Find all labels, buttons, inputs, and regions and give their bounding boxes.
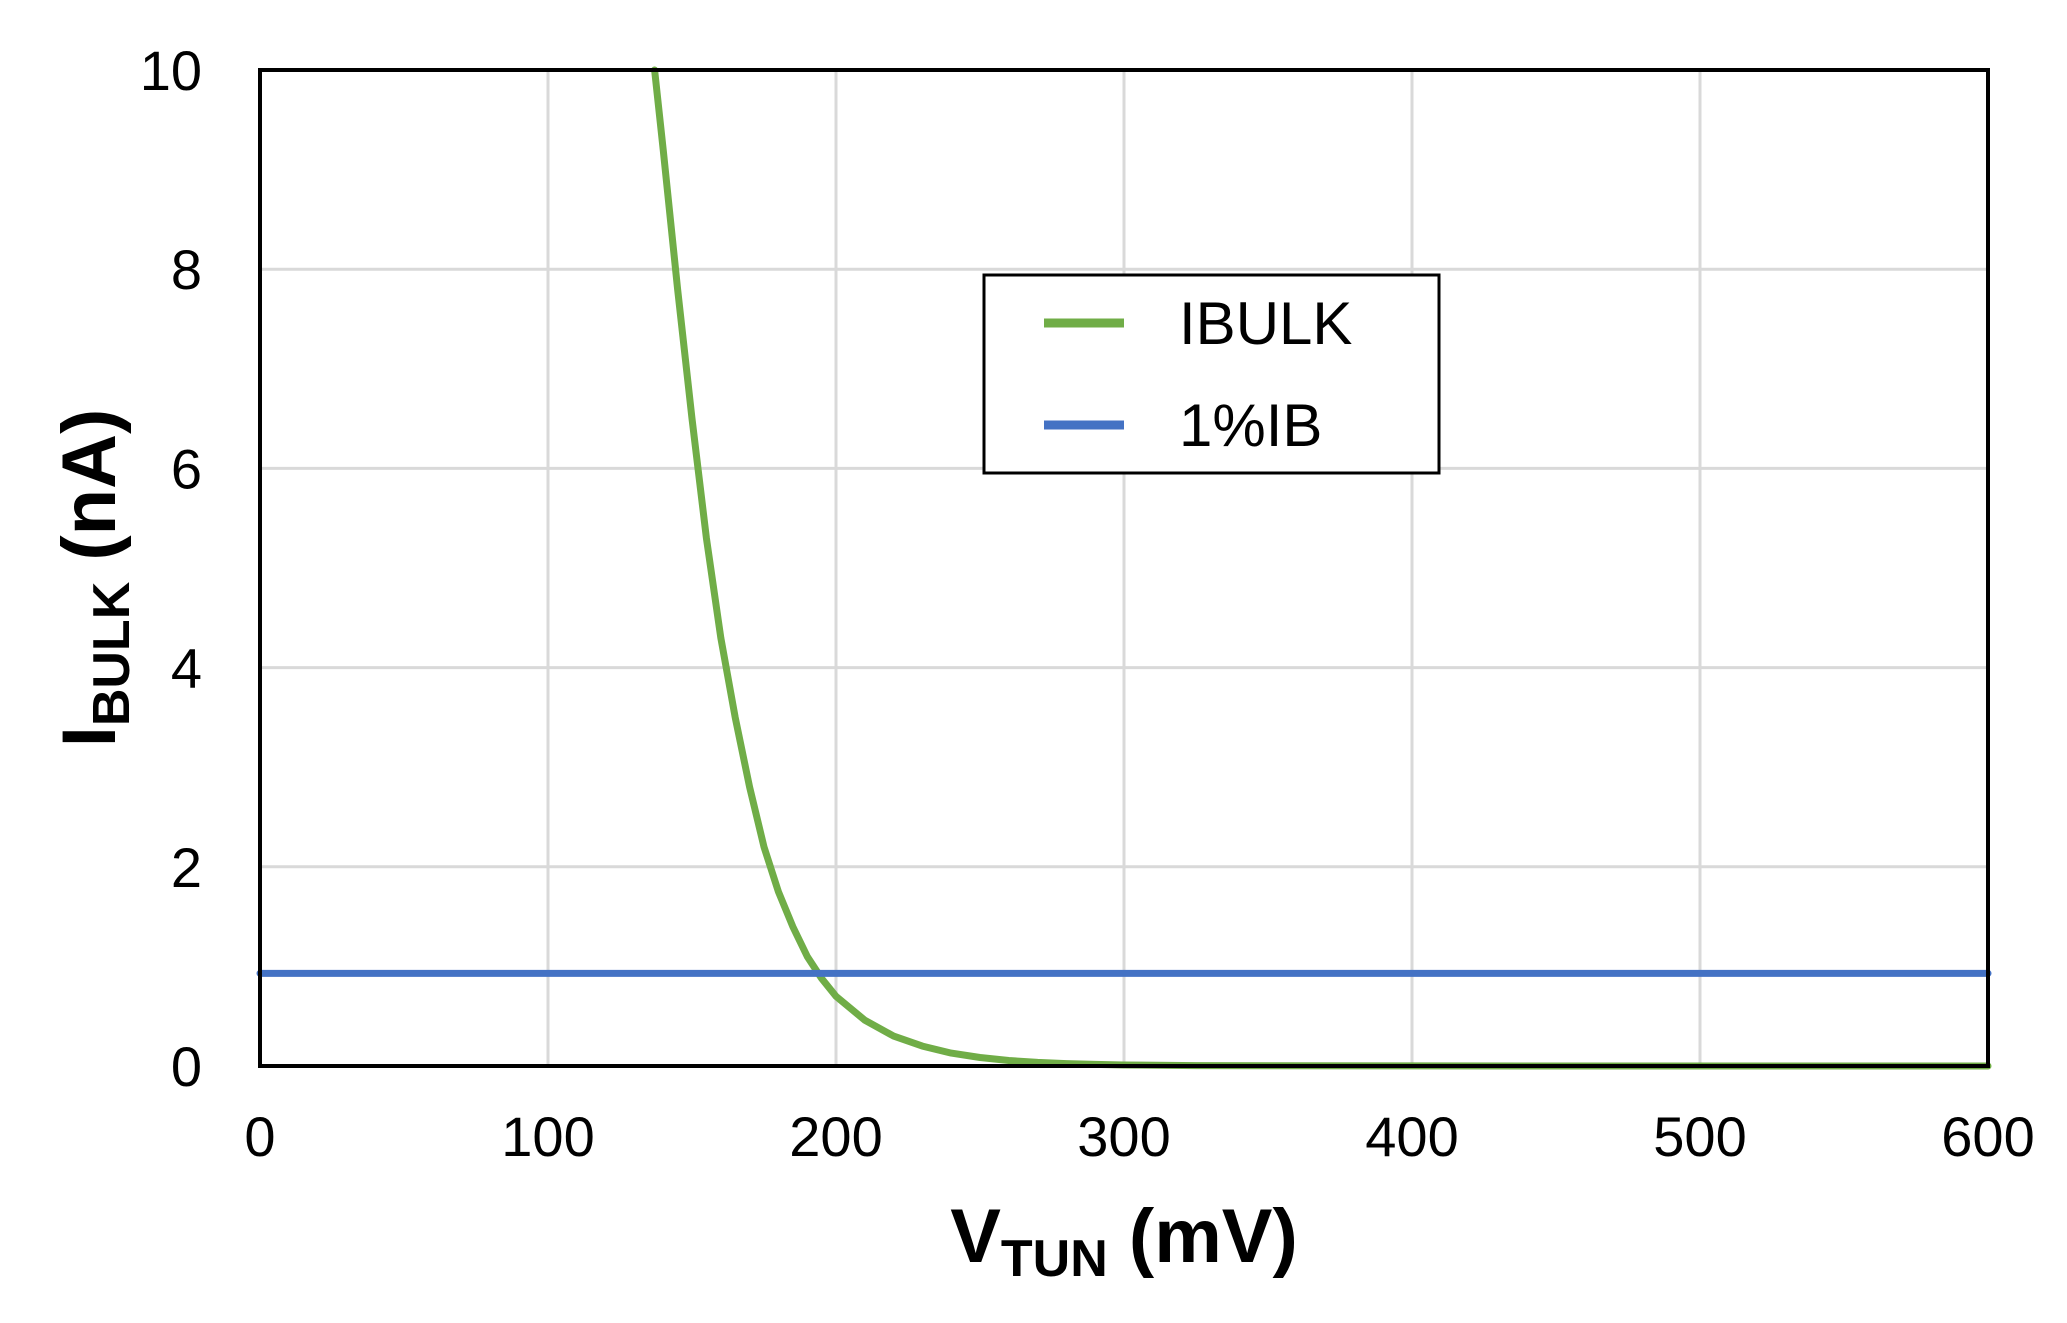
x-tick-labels: 0 100 200 300 400 500 600 [244, 1105, 2034, 1168]
y-tick-labels: 0 2 4 6 8 10 [140, 39, 202, 1098]
legend-box [982, 273, 1441, 475]
legend-label: IBULK [1179, 290, 1352, 357]
y-axis-label: IBULK (nA) [47, 409, 141, 748]
y-tick-label: 8 [171, 238, 202, 301]
x-tick-label: 300 [1077, 1105, 1170, 1168]
x-tick-label: 600 [1941, 1105, 2034, 1168]
x-tick-label: 100 [501, 1105, 594, 1168]
x-axis-label: VTUN (mV) [950, 1194, 1298, 1288]
y-axis-label-unit: (nA) [47, 409, 132, 582]
x-axis-label-unit: (mV) [1108, 1194, 1298, 1279]
x-tick-label: 0 [244, 1105, 275, 1168]
grid-lines [258, 68, 1990, 1068]
y-tick-label: 0 [171, 1035, 202, 1098]
y-tick-label: 6 [171, 437, 202, 500]
y-tick-label: 10 [140, 39, 202, 102]
plot-area-frame [258, 68, 1990, 1068]
x-axis-label-main: V [950, 1194, 1001, 1279]
legend: IBULK 1%IB [982, 273, 1441, 475]
y-axis-label-sub: BULK [83, 581, 141, 726]
series-line-ibulk [651, 66, 1992, 1070]
legend-label: 1%IB [1179, 392, 1322, 459]
x-tick-label: 200 [789, 1105, 882, 1168]
x-tick-label: 500 [1653, 1105, 1746, 1168]
y-tick-label: 2 [171, 836, 202, 899]
x-tick-label: 400 [1365, 1105, 1458, 1168]
y-axis-label-main: I [47, 726, 132, 747]
y-tick-label: 4 [171, 637, 202, 700]
x-axis-label-sub: TUN [1001, 1230, 1108, 1288]
